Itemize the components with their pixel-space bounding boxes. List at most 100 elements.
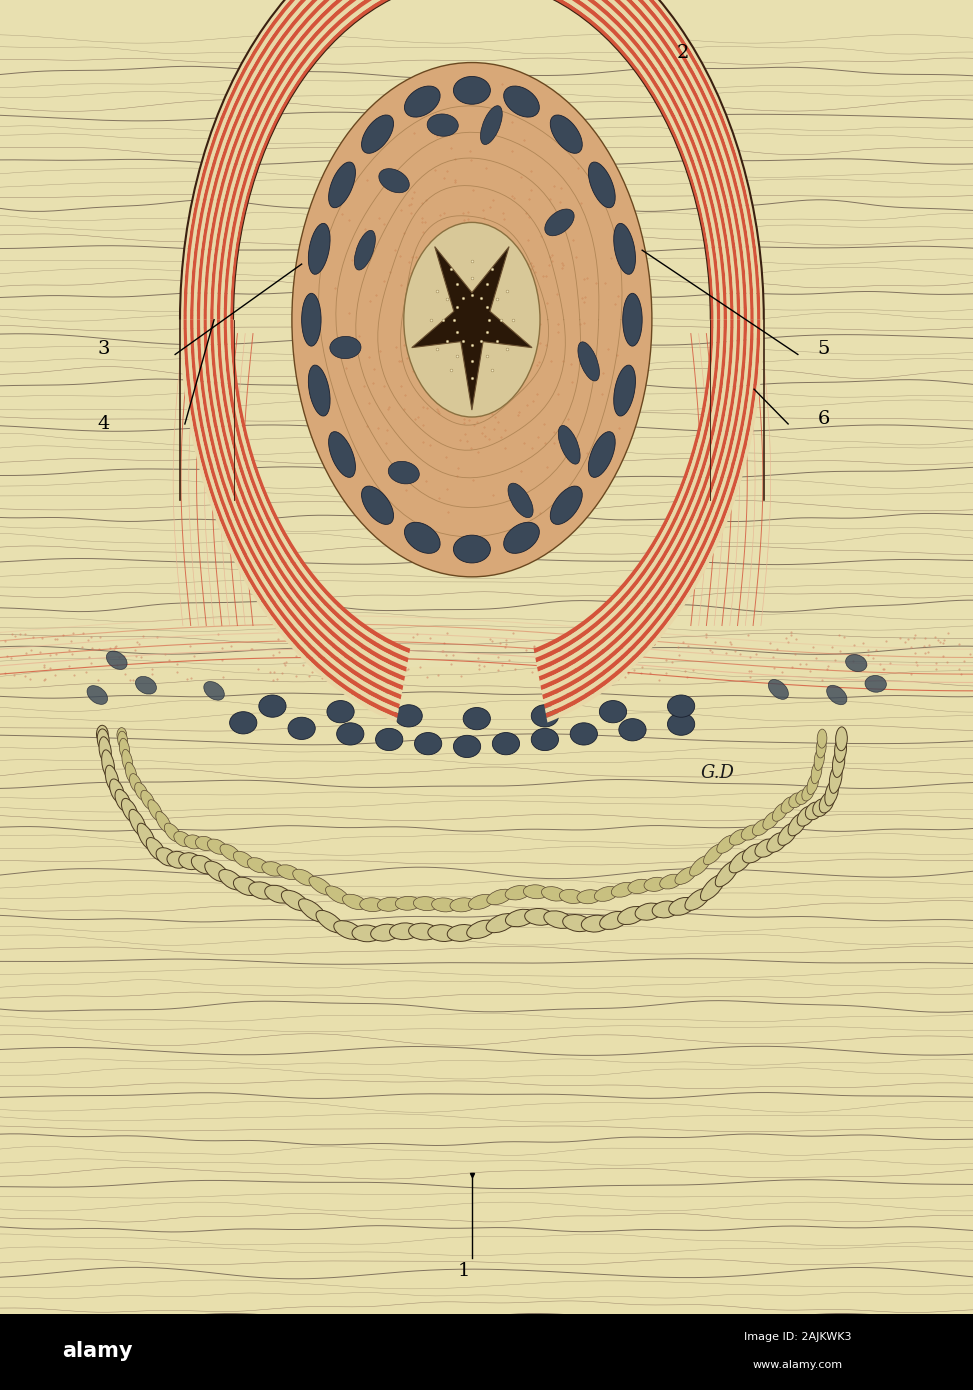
- Ellipse shape: [523, 885, 549, 899]
- Ellipse shape: [395, 897, 420, 910]
- Wedge shape: [197, 0, 747, 320]
- Wedge shape: [546, 320, 761, 717]
- Ellipse shape: [504, 523, 539, 553]
- Ellipse shape: [414, 897, 439, 910]
- Ellipse shape: [544, 910, 573, 929]
- Ellipse shape: [531, 728, 559, 751]
- Ellipse shape: [122, 798, 138, 823]
- Ellipse shape: [486, 913, 516, 933]
- Ellipse shape: [342, 894, 367, 909]
- Ellipse shape: [825, 780, 839, 806]
- Ellipse shape: [827, 685, 847, 705]
- Wedge shape: [547, 320, 764, 723]
- Ellipse shape: [652, 901, 679, 917]
- Wedge shape: [213, 0, 731, 320]
- Wedge shape: [203, 0, 740, 320]
- Ellipse shape: [97, 728, 109, 751]
- Ellipse shape: [524, 909, 555, 926]
- Polygon shape: [412, 246, 532, 410]
- Ellipse shape: [427, 114, 458, 136]
- Wedge shape: [539, 320, 734, 681]
- Text: Fig. 385.: Fig. 385.: [414, 1316, 521, 1340]
- Ellipse shape: [141, 791, 155, 809]
- Ellipse shape: [675, 867, 697, 884]
- Ellipse shape: [581, 915, 610, 933]
- Ellipse shape: [334, 920, 362, 940]
- Ellipse shape: [277, 865, 300, 880]
- Ellipse shape: [729, 851, 752, 873]
- Bar: [0, 1314, 973, 1390]
- Wedge shape: [183, 320, 398, 717]
- Ellipse shape: [137, 823, 156, 851]
- Ellipse shape: [618, 906, 645, 924]
- Ellipse shape: [742, 844, 765, 863]
- Ellipse shape: [247, 858, 269, 873]
- Ellipse shape: [504, 86, 539, 117]
- Ellipse shape: [409, 923, 439, 940]
- Ellipse shape: [717, 835, 737, 853]
- Wedge shape: [197, 320, 402, 699]
- Ellipse shape: [354, 231, 376, 270]
- Ellipse shape: [817, 730, 827, 748]
- Ellipse shape: [508, 484, 533, 517]
- Ellipse shape: [644, 877, 667, 891]
- Ellipse shape: [288, 717, 315, 739]
- Ellipse shape: [486, 890, 512, 905]
- Circle shape: [292, 63, 652, 577]
- Ellipse shape: [453, 76, 490, 104]
- Ellipse shape: [156, 812, 171, 833]
- Ellipse shape: [796, 790, 810, 805]
- Wedge shape: [535, 320, 720, 663]
- Ellipse shape: [545, 208, 574, 236]
- Wedge shape: [213, 320, 406, 677]
- Ellipse shape: [703, 844, 724, 865]
- Ellipse shape: [352, 924, 381, 942]
- Text: Image ID: 2AJKWK3: Image ID: 2AJKWK3: [744, 1332, 851, 1343]
- Ellipse shape: [755, 840, 776, 858]
- Wedge shape: [194, 320, 401, 703]
- Ellipse shape: [115, 790, 131, 812]
- Wedge shape: [538, 320, 731, 677]
- Ellipse shape: [376, 728, 403, 751]
- Ellipse shape: [362, 486, 393, 524]
- Ellipse shape: [623, 293, 642, 346]
- Wedge shape: [203, 320, 403, 691]
- Ellipse shape: [326, 885, 349, 904]
- Ellipse shape: [611, 883, 635, 897]
- Text: G.D: G.D: [701, 765, 735, 783]
- Ellipse shape: [330, 336, 361, 359]
- Ellipse shape: [807, 773, 818, 795]
- Ellipse shape: [371, 924, 400, 941]
- Ellipse shape: [129, 774, 142, 792]
- Ellipse shape: [829, 763, 842, 794]
- Wedge shape: [220, 0, 724, 320]
- Ellipse shape: [117, 727, 126, 742]
- Ellipse shape: [360, 898, 384, 912]
- Text: 1: 1: [457, 1262, 470, 1280]
- Ellipse shape: [337, 723, 364, 745]
- Ellipse shape: [619, 719, 646, 741]
- Ellipse shape: [730, 830, 748, 845]
- Wedge shape: [224, 0, 720, 320]
- Wedge shape: [183, 0, 761, 320]
- Ellipse shape: [184, 835, 202, 849]
- Ellipse shape: [308, 224, 330, 274]
- Ellipse shape: [329, 432, 355, 477]
- Ellipse shape: [362, 115, 393, 153]
- Ellipse shape: [135, 677, 157, 694]
- Wedge shape: [187, 320, 399, 713]
- Ellipse shape: [378, 168, 410, 193]
- Wedge shape: [180, 320, 397, 723]
- Text: 4: 4: [97, 416, 110, 432]
- Ellipse shape: [203, 681, 225, 701]
- Wedge shape: [217, 320, 407, 671]
- Ellipse shape: [99, 737, 111, 765]
- Ellipse shape: [836, 727, 847, 751]
- Ellipse shape: [781, 796, 796, 813]
- Ellipse shape: [819, 792, 834, 813]
- Ellipse shape: [192, 855, 215, 874]
- Ellipse shape: [120, 738, 129, 760]
- Ellipse shape: [219, 870, 243, 890]
- Ellipse shape: [453, 535, 490, 563]
- Ellipse shape: [262, 862, 284, 876]
